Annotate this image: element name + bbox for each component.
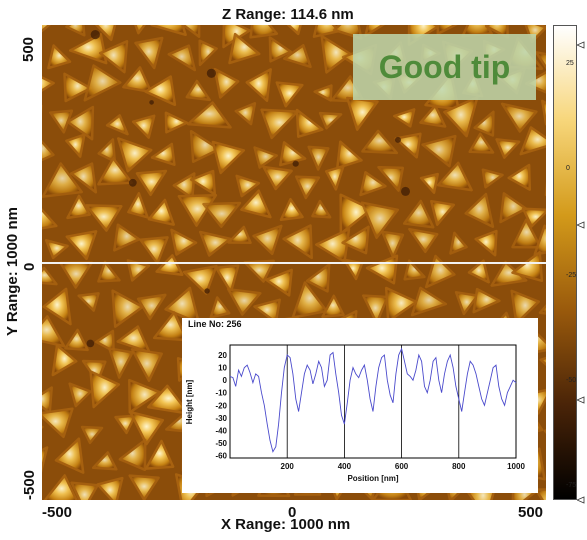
profile-y-axis-label: Height [nm] [185, 379, 194, 424]
height-colorbar [553, 25, 577, 500]
profile-x-axis-label: Position [nm] [347, 474, 398, 483]
profile-ytick-label: -60 [215, 451, 227, 460]
y-axis-label: Y Range: 1000 nm [4, 207, 21, 336]
z-range-title: Z Range: 114.6 nm [222, 6, 354, 23]
profile-xtick-label: 400 [338, 462, 352, 471]
y-tick-500: 500 [20, 36, 37, 62]
colorbar-label-0: 0 [566, 165, 570, 172]
profile-x-ticks: 200 400 600 800 1000 [281, 462, 526, 471]
profile-xtick-label: 1000 [507, 462, 525, 471]
profile-ytick-label: -40 [215, 426, 227, 435]
profile-y-ticks: 20 10 0 -10 -20 -30 -40 -50 -60 [215, 351, 227, 460]
profile-ytick-label: -50 [215, 439, 227, 448]
x-tick-500: 500 [518, 504, 544, 521]
good-tip-text: Good tip [378, 48, 511, 85]
colorbar-markers [577, 41, 585, 504]
profile-ytick-label: -20 [215, 401, 227, 410]
x-axis-label: X Range: 1000 nm [221, 516, 351, 533]
profile-ytick-label: 20 [218, 351, 227, 360]
x-tick-0: 0 [288, 504, 297, 521]
colorbar-label-minus-25: -25 [566, 272, 577, 279]
x-tick-minus-500: -500 [42, 504, 73, 521]
line-profile-panel: Line No: 256 20 10 0 -10 -20 -30 -40 -50… [182, 318, 538, 493]
scan-line-marker [42, 262, 546, 264]
profile-xtick-label: 200 [281, 462, 295, 471]
y-tick-minus-500: -500 [21, 469, 38, 500]
line-profile-chart: Line No: 256 20 10 0 -10 -20 -30 -40 -50… [185, 319, 526, 483]
profile-plot-area [229, 344, 517, 459]
y-tick-0: 0 [21, 262, 38, 271]
profile-series-line [229, 347, 517, 453]
profile-ytick-label: -30 [215, 414, 227, 423]
profile-line-number: Line No: 256 [188, 319, 242, 329]
profile-xtick-label: 800 [452, 462, 466, 471]
profile-ytick-label: 10 [218, 364, 227, 373]
profile-gridlines [286, 345, 460, 458]
good-tip-annotation: Good tip [353, 34, 536, 100]
profile-xtick-label: 600 [395, 462, 409, 471]
colorbar-label-minus-50: -50 [566, 377, 577, 384]
profile-ytick-label: -10 [215, 389, 227, 398]
profile-ytick-label: 0 [223, 376, 228, 385]
colorbar-label-25: 25 [566, 60, 574, 67]
colorbar-label-minus-75: -75 [566, 482, 577, 489]
